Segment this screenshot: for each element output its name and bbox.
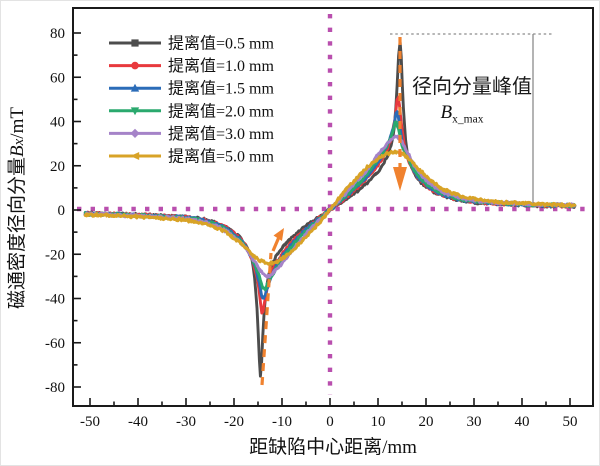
x-tick-label: -30: [176, 414, 196, 430]
peak-symbol-label: Bx_max: [441, 102, 484, 126]
x-tick-label: 0: [326, 414, 334, 430]
axes-layer: -50 -40 -30 -20 -10 0 10 20 30 40 50 -80 -60 -40 -20 0 2…: [45, 7, 594, 430]
x-tick-label: 10: [371, 414, 386, 430]
legend-marker-triangle-left: [130, 152, 140, 160]
legend-item: 提离值=5.0 mm: [109, 148, 274, 166]
y-tick-label: -80: [45, 380, 65, 396]
reference-lines-layer: [77, 14, 590, 395]
x-tick-label: -20: [224, 414, 244, 430]
y-tick-label: -40: [45, 292, 65, 308]
legend-marker-square: [131, 39, 139, 47]
x-tick-label: 20: [419, 414, 434, 430]
legend-label: 提离值=3.0 mm: [168, 125, 274, 143]
x-tick-label: -50: [80, 414, 100, 430]
peak-annotation-label: 径向分量峰值: [412, 75, 532, 98]
x-tick-label: -10: [272, 414, 292, 430]
series-layer: [83, 40, 577, 378]
legend-label: 提离值=1.5 mm: [168, 80, 274, 98]
liftoff-trend-arrow-down-head: [393, 167, 407, 191]
legend-item: 提离值=2.0 mm: [109, 102, 274, 120]
liftoff-trend-arrow-up-neck: [271, 236, 281, 252]
y-axis-title-text: 磁通密度径向分量Bx/mT: [6, 107, 28, 309]
y-tick-label: 0: [58, 203, 66, 219]
x-tick-label: -40: [128, 414, 148, 430]
legend: 提离值=0.5 mm 提离值=1.0 mm 提离值=1.5 mm 提离值=2.0 mm…: [109, 35, 274, 166]
liftoff-trend-arrow-up-head: [273, 228, 284, 241]
legend-item: 提离值=1.0 mm: [109, 57, 274, 75]
legend-label: 提离值=2.0 mm: [168, 102, 274, 120]
legend-item: 提离值=1.5 mm: [109, 80, 274, 98]
y-tick-label: -20: [45, 247, 65, 263]
y-tick-label: 20: [50, 159, 65, 175]
y-tick-label: 80: [50, 26, 65, 42]
x-tick-label: 40: [515, 414, 530, 430]
legend-label: 提离值=5.0 mm: [168, 148, 274, 166]
series-curve-5.0mm: [84, 150, 576, 266]
y-tick-label: -60: [45, 336, 65, 352]
legend-marker-diamond: [130, 128, 140, 138]
legend-label: 提离值=1.0 mm: [168, 57, 274, 75]
x-tick-label: 50: [563, 414, 578, 430]
y-tick-label: 60: [50, 70, 65, 86]
legend-marker-triangle-down: [130, 107, 140, 116]
legend-label: 提离值=0.5 mm: [168, 35, 274, 53]
y-axis-title: 磁通密度径向分量Bx/mT: [6, 107, 28, 309]
legend-item: 提离值=0.5 mm: [109, 35, 274, 53]
plot-frame: [72, 7, 594, 407]
legend-item: 提离值=3.0 mm: [109, 125, 274, 143]
x-tick-label: 30: [467, 414, 482, 430]
annotation-layer: [260, 33, 554, 386]
x-axis-title: 距缺陷中心距离/mm: [249, 436, 417, 458]
y-tick-label: 40: [50, 115, 65, 131]
legend-marker-circle: [131, 61, 139, 70]
legend-marker-triangle-up: [130, 83, 140, 92]
